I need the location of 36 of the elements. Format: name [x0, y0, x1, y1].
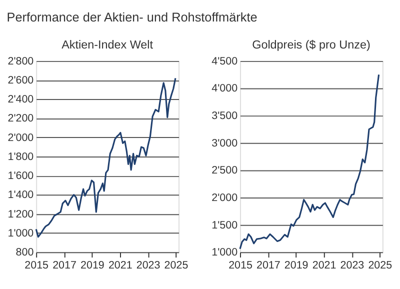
line-series	[35, 77, 176, 238]
y-tick-label: 2'800	[8, 55, 34, 68]
x-tick-label: 2017	[256, 259, 280, 272]
x-tick-label: 2015	[228, 259, 252, 272]
x-tick-label: 2025	[164, 259, 188, 272]
y-tick-label: 1'200	[8, 208, 34, 220]
y-tick-label: 2'500	[212, 164, 238, 177]
x-tick-label: 2017	[52, 259, 76, 272]
y-tick-label: 1'000	[8, 227, 34, 240]
chart-title: Performance der Aktien- und Rohstoffmärkte	[6, 10, 258, 24]
chart-subtitle: Goldpreis ($ pro Unze)	[252, 38, 370, 52]
y-tick-label: 3'500	[212, 110, 238, 122]
y-tick-label: 2'000	[212, 192, 238, 204]
y-tick-label: 1'800	[8, 150, 34, 163]
x-tick-label: 2021	[108, 259, 132, 272]
y-tick-label: 3'000	[212, 137, 238, 150]
y-tick-label: 2'200	[8, 112, 34, 125]
x-tick-label: 2023	[136, 259, 160, 272]
x-tick-label: 2021	[312, 259, 336, 272]
y-tick-label: 800	[16, 246, 34, 259]
y-tick-label: 1'000	[212, 246, 238, 259]
x-tick-label: 2025	[368, 259, 392, 272]
y-tick-label: 4'500	[212, 55, 238, 68]
y-tick-label: 1'600	[8, 170, 34, 182]
y-tick-label: 1'500	[212, 219, 238, 232]
y-tick-label: 4'000	[212, 82, 238, 95]
x-tick-label: 2023	[340, 259, 364, 272]
y-tick-label: 2'600	[8, 74, 34, 86]
chart-subtitle: Aktien-Index Welt	[62, 38, 154, 52]
line-series	[239, 74, 380, 250]
x-tick-label: 2019	[284, 259, 308, 272]
x-tick-label: 2015	[24, 259, 49, 272]
y-tick-label: 2'000	[8, 132, 34, 144]
x-tick-label: 2019	[80, 259, 104, 272]
y-tick-label: 1'400	[8, 189, 34, 202]
y-tick-label: 2'400	[8, 94, 34, 106]
